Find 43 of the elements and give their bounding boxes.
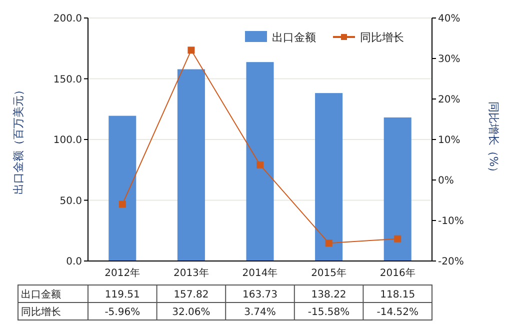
point (394, 235, 402, 242)
x-tick-label: 2016年 (380, 267, 416, 279)
x-tick-label: 2012年 (104, 267, 140, 279)
data-label: 163.73 (242, 289, 278, 300)
point (256, 161, 264, 168)
y2-tick-label: 0% (438, 176, 454, 186)
y-tick-label: 0.0 (66, 256, 82, 268)
bar (315, 93, 343, 261)
y-tick-label: 200.0 (53, 14, 82, 24)
data-label: 157.82 (174, 289, 209, 300)
y-tick-label: 150.0 (53, 74, 82, 86)
data-label: -14.52% (376, 306, 418, 318)
legend-label: 出口金额 (272, 30, 316, 44)
data-label: 32.06% (172, 306, 210, 318)
y2-axis-title: 同比增长（%） (487, 101, 500, 178)
point (118, 200, 126, 208)
bar (108, 116, 136, 261)
text: 同比增长 (21, 306, 61, 318)
y-tick-label: 100.0 (53, 135, 82, 146)
y2-tick-label: 20% (438, 94, 460, 106)
data-label: 3.74% (244, 306, 276, 318)
y-tick-label: 50.0 (60, 196, 82, 207)
bar (246, 62, 274, 261)
y2-tick-label: -20% (438, 256, 464, 268)
x-tick-label: 2015年 (311, 267, 347, 279)
bar (177, 69, 205, 261)
point (325, 240, 332, 247)
point (188, 46, 195, 54)
legend-label: 同比增长 (360, 30, 404, 44)
x-tick-label: 2014年 (242, 267, 278, 279)
y2-tick-label: 30% (438, 54, 460, 65)
data-label: 118.15 (380, 289, 416, 300)
data-label: -15.58% (308, 306, 350, 318)
x-tick-label: 2013年 (173, 267, 209, 279)
data-label: 138.22 (311, 289, 346, 300)
y2-tick-label: 40% (438, 14, 460, 24)
text: 出口金额 (21, 289, 61, 300)
y2-tick-label: -10% (438, 216, 464, 227)
bar (384, 117, 412, 261)
y2-tick-label: 10% (438, 135, 460, 146)
data-label: -5.96% (104, 306, 140, 318)
y-axis-title: 出口金额（百万美元） (12, 84, 25, 194)
data-label: 119.51 (104, 289, 140, 300)
